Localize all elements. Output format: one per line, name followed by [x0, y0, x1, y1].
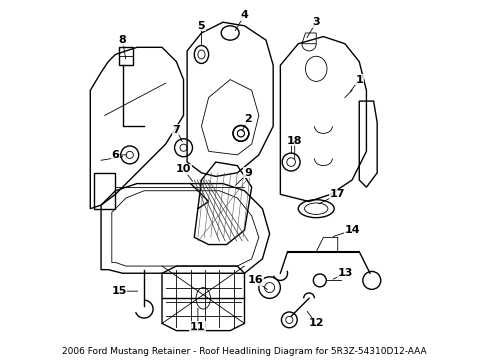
Text: 1: 1 [355, 75, 363, 85]
Text: 2006 Ford Mustang Retainer - Roof Headlining Diagram for 5R3Z-54310D12-AAA: 2006 Ford Mustang Retainer - Roof Headli… [62, 347, 426, 356]
Text: 3: 3 [312, 17, 319, 27]
Text: 13: 13 [337, 268, 352, 278]
Text: 16: 16 [247, 275, 263, 285]
Text: 4: 4 [240, 10, 248, 20]
Text: 7: 7 [172, 125, 180, 135]
Text: 15: 15 [111, 286, 126, 296]
Text: 17: 17 [329, 189, 345, 199]
Text: 2: 2 [244, 114, 251, 124]
Text: 5: 5 [197, 21, 205, 31]
Text: 14: 14 [344, 225, 359, 235]
Text: 11: 11 [190, 322, 205, 332]
Text: 6: 6 [111, 150, 119, 160]
Text: 10: 10 [176, 164, 191, 174]
Text: 8: 8 [119, 35, 126, 45]
Text: 9: 9 [244, 168, 251, 178]
Text: 12: 12 [308, 319, 324, 328]
Text: 18: 18 [286, 136, 302, 145]
